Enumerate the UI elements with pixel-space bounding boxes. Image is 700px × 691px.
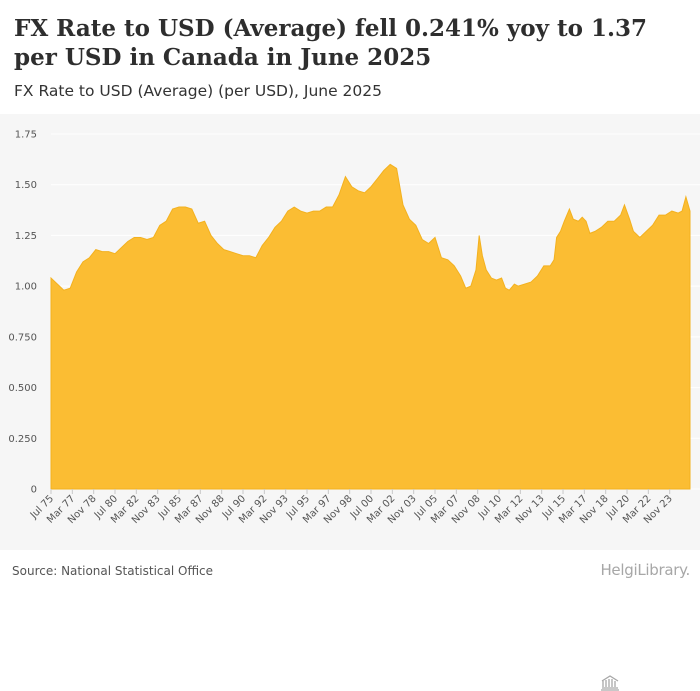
- y-tick-label: 1.75: [15, 130, 37, 141]
- y-tick-label: 0.250: [8, 434, 37, 445]
- y-tick-label: 1.25: [15, 231, 37, 242]
- y-tick-label: 0.500: [8, 383, 37, 394]
- y-axis: 0 0.250 0.500 0.750 1.00 1.25 1.50 1.75: [8, 130, 37, 496]
- chart-subtitle: FX Rate to USD (Average) (per USD), June…: [14, 82, 383, 100]
- y-tick-label: 0: [31, 485, 37, 496]
- chart-title: FX Rate to USD (Average) fell 0.241% yoy…: [14, 15, 647, 71]
- helgi-library-logo[interactable]: HelgiLibrary.: [600, 561, 690, 691]
- y-tick-label: 1.00: [15, 282, 37, 293]
- source-note: Source: National Statistical Office: [12, 564, 214, 578]
- library-building-icon: [601, 675, 620, 691]
- area-chart: 0 0.250 0.500 0.750 1.00 1.25 1.50 1.75 Jul 75M…: [8, 130, 700, 526]
- series-area-layer: [50, 163, 691, 490]
- y-tick-label: 0.750: [8, 332, 37, 343]
- brand-name: HelgiLibrary.: [600, 561, 690, 579]
- series-area: [50, 163, 691, 490]
- y-tick-label: 1.50: [15, 180, 37, 191]
